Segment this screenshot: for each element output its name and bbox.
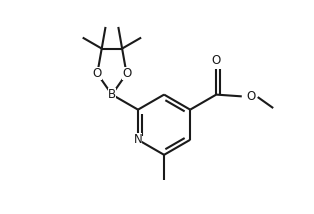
Text: O: O <box>122 67 131 80</box>
Text: O: O <box>246 90 255 103</box>
Text: O: O <box>212 54 221 67</box>
Text: B: B <box>108 88 116 101</box>
Text: N: N <box>134 133 142 146</box>
Text: O: O <box>93 67 102 80</box>
